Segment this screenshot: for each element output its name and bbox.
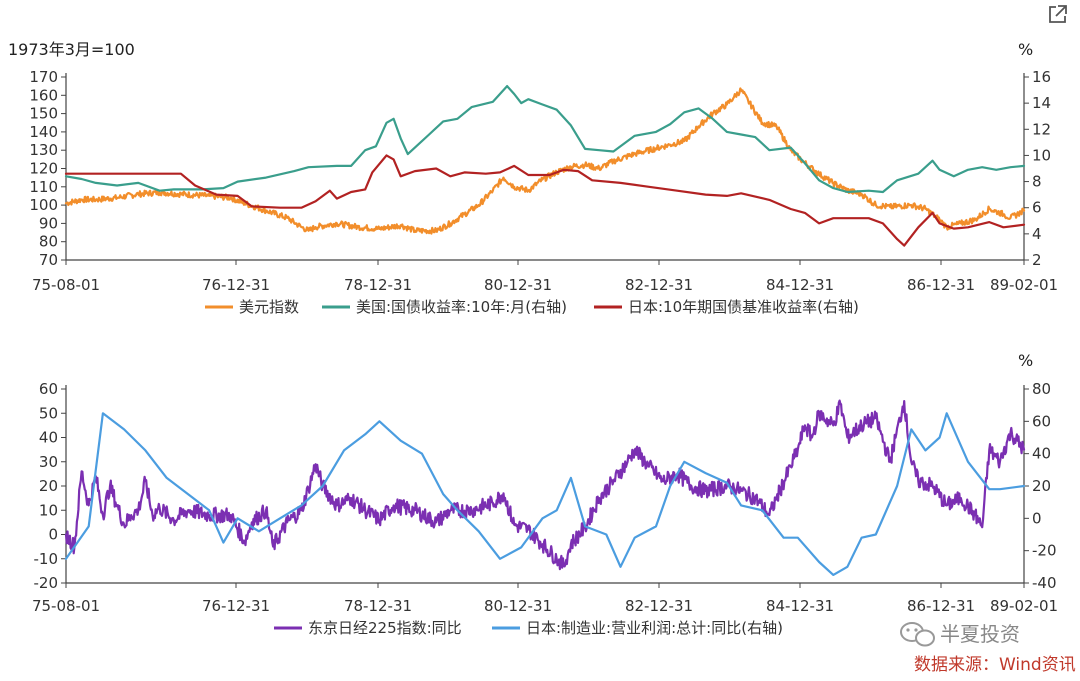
- right-unit-label: %: [1018, 40, 1033, 59]
- right-tick-label: 10: [1032, 146, 1051, 164]
- left-tick-label: 100: [29, 196, 58, 214]
- left-tick-label: 110: [29, 178, 58, 196]
- right-tick-label: 16: [1032, 68, 1051, 86]
- external-link-icon: [1049, 5, 1067, 23]
- right-tick-label: -20: [1032, 542, 1057, 560]
- left-tick-label: 50: [39, 404, 58, 422]
- left-tick-label: 20: [39, 477, 58, 495]
- left-tick-label: 120: [29, 160, 58, 178]
- left-tick-label: 130: [29, 141, 58, 159]
- bottom-chart: -20 -10 0 10 20 30 40 50 60 -40 -20 0 20 40 60 80 75-08-…: [32, 351, 1058, 637]
- watermark-text: 半夏投资: [940, 622, 1020, 646]
- x-tick-label: 84-12-31: [766, 276, 834, 294]
- x-tick-label: 76-12-31: [202, 276, 270, 294]
- series-line-3: [64, 154, 1026, 247]
- right-tick-label: 14: [1032, 94, 1051, 112]
- x-tick-label: 89-02-01: [990, 597, 1058, 615]
- wechat-icon: [900, 622, 935, 647]
- left-tick-label: 40: [39, 429, 58, 447]
- left-tick-label: 10: [39, 501, 58, 519]
- left-tick-label: -10: [34, 550, 59, 568]
- x-tick-label: 75-08-01: [32, 597, 100, 615]
- right-tick-label: 60: [1032, 412, 1051, 430]
- legend-label: 东京日经225指数:同比: [308, 619, 462, 637]
- x-tick-label: 89-02-01: [990, 276, 1058, 294]
- legend-label: 美元指数: [239, 298, 299, 316]
- right-tick-label: 8: [1032, 173, 1042, 191]
- legend-label: 日本:制造业:营业利润:总计:同比(右轴): [526, 619, 783, 637]
- data-source: 数据来源：Wind资讯: [914, 655, 1076, 675]
- right-tick-label: 2: [1032, 251, 1042, 269]
- left-tick-label: -20: [34, 574, 59, 592]
- x-tick-label: 82-12-31: [625, 276, 693, 294]
- right-tick-label: 0: [1032, 509, 1042, 527]
- x-tick-label: 82-12-31: [625, 597, 693, 615]
- x-tick-label: 84-12-31: [766, 597, 834, 615]
- x-tick-label: 76-12-31: [202, 597, 270, 615]
- x-tick-label: 86-12-31: [907, 597, 975, 615]
- x-tick-label: 78-12-31: [344, 276, 412, 294]
- left-tick-label: 90: [39, 214, 58, 232]
- x-tick-label: 78-12-31: [344, 597, 412, 615]
- left-tick-label: 70: [39, 251, 58, 269]
- left-tick-label: 140: [29, 123, 58, 141]
- x-tick-label: 86-12-31: [907, 276, 975, 294]
- left-tick-label: 160: [29, 86, 58, 104]
- left-tick-label: 170: [29, 68, 58, 86]
- series-line-2: [64, 412, 1026, 576]
- series-line-2: [64, 85, 1026, 194]
- right-tick-label: 6: [1032, 199, 1042, 217]
- series-line-1: [64, 399, 1026, 571]
- right-unit-label: %: [1018, 351, 1033, 370]
- x-tick-label: 75-08-01: [32, 276, 100, 294]
- series-line-1: [64, 87, 1026, 235]
- left-tick-label: 0: [48, 526, 58, 544]
- right-tick-label: 12: [1032, 120, 1051, 138]
- x-tick-label: 80-12-31: [484, 597, 552, 615]
- left-tick-label: 30: [39, 453, 58, 471]
- right-tick-label: 40: [1032, 445, 1051, 463]
- x-tick-label: 80-12-31: [484, 276, 552, 294]
- right-tick-label: 20: [1032, 477, 1051, 495]
- legend-label: 日本:10年期国债基准收益率(右轴): [628, 298, 859, 316]
- right-tick-label: 80: [1032, 380, 1051, 398]
- left-tick-label: 150: [29, 105, 58, 123]
- legend-label: 美国:国债收益率:10年:月(右轴): [356, 298, 567, 316]
- right-tick-label: 4: [1032, 225, 1042, 243]
- left-tick-label: 80: [39, 233, 58, 251]
- export-button[interactable]: [1044, 2, 1070, 26]
- left-tick-label: 60: [39, 380, 58, 398]
- left-unit-label: 1973年3月=100: [8, 40, 135, 59]
- watermark: 半夏投资: [900, 622, 1020, 647]
- right-tick-label: -40: [1032, 574, 1057, 592]
